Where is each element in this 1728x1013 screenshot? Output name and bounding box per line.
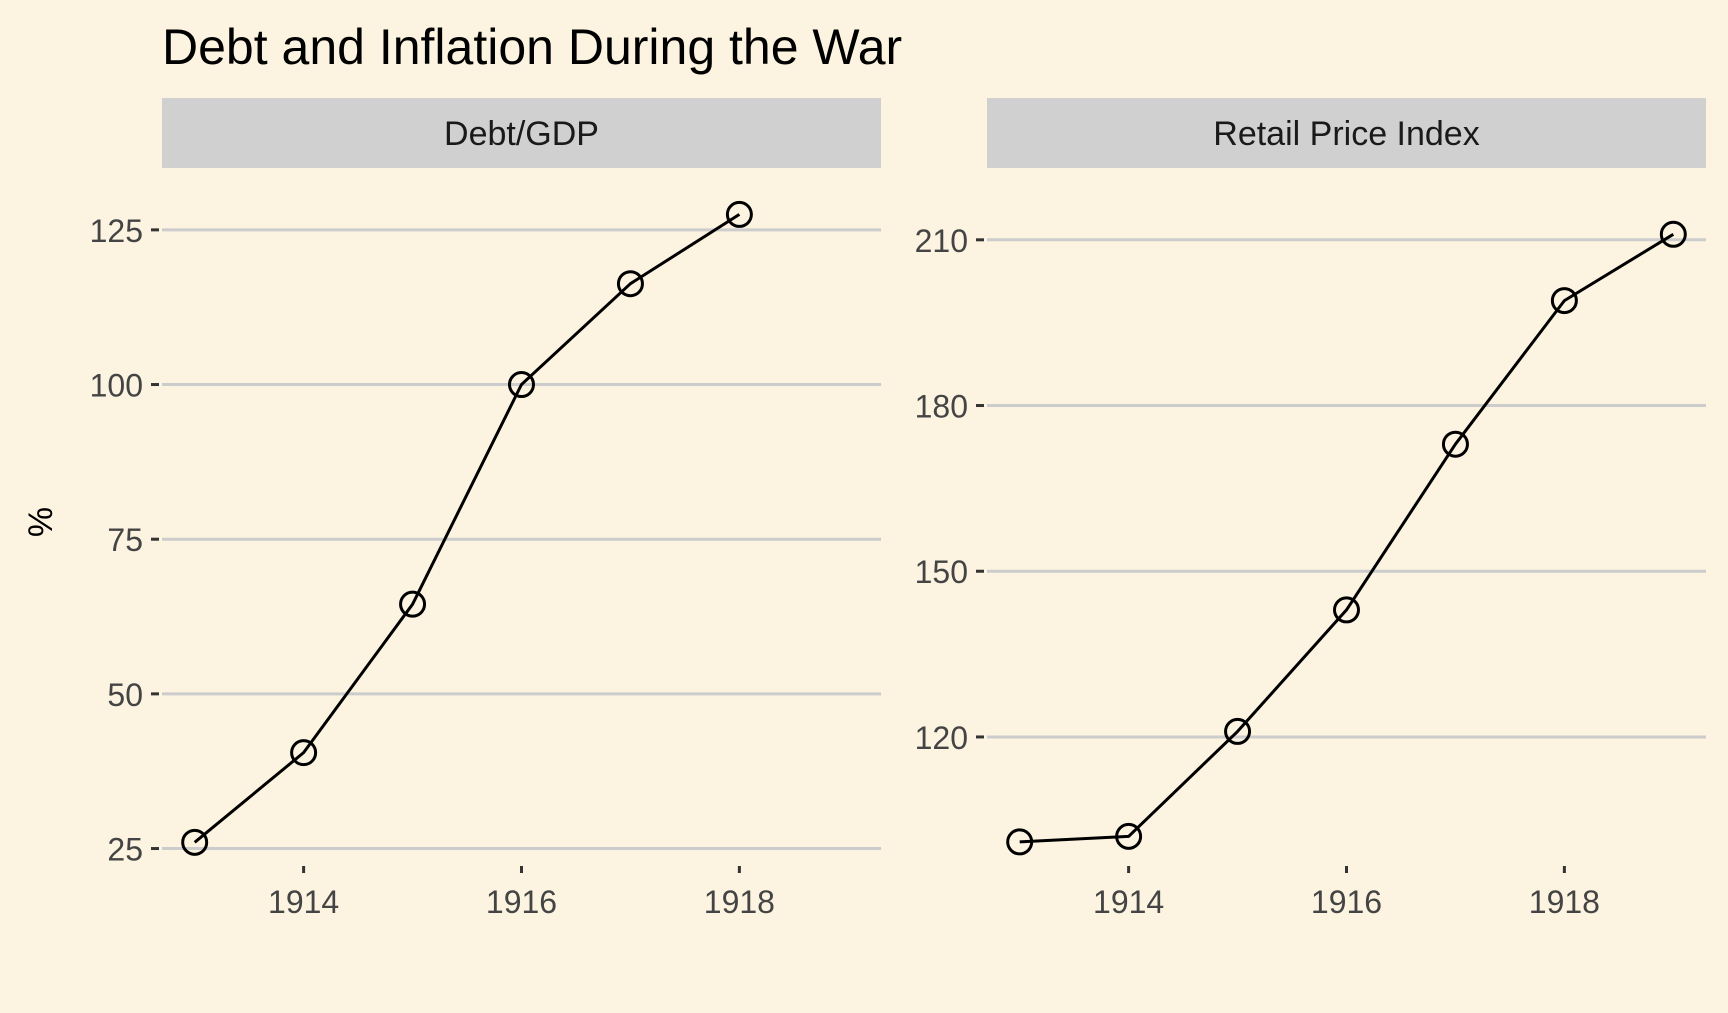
y-tick-label: 210 bbox=[915, 223, 968, 259]
data-point bbox=[290, 739, 318, 767]
y-tick-label: 180 bbox=[915, 389, 968, 425]
strip-label: Retail Price Index bbox=[1213, 115, 1479, 153]
x-tick-label: 1914 bbox=[1093, 884, 1164, 920]
y-axis-label: % bbox=[22, 507, 60, 537]
data-point bbox=[725, 200, 753, 228]
data-point bbox=[1333, 596, 1360, 624]
strip-background bbox=[987, 98, 1706, 168]
x-tick-label: 1916 bbox=[486, 884, 557, 920]
data-point bbox=[1224, 717, 1252, 745]
x-tick-label: 1916 bbox=[1311, 884, 1382, 920]
y-tick-label: 50 bbox=[107, 677, 143, 713]
data-point bbox=[399, 590, 427, 618]
series-line bbox=[193, 213, 741, 844]
y-tick-label: 125 bbox=[90, 213, 143, 249]
data-point bbox=[1441, 430, 1469, 458]
chart-title: Debt and Inflation During the War bbox=[162, 19, 902, 75]
strip-label: Debt/GDP bbox=[444, 115, 599, 153]
y-tick-label: 25 bbox=[107, 832, 143, 868]
data-point bbox=[1550, 287, 1578, 315]
series-line bbox=[1019, 233, 1675, 844]
panel-1: Debt/GDP 25 50 75 100 125 1914 1916 1918 bbox=[90, 98, 881, 920]
y-tick-label: 100 bbox=[90, 368, 143, 404]
data-point bbox=[1659, 220, 1687, 248]
data-point bbox=[1006, 828, 1034, 856]
y-tick-label: 150 bbox=[915, 554, 968, 590]
data-point bbox=[616, 270, 644, 298]
x-tick-label: 1918 bbox=[1529, 884, 1600, 920]
data-point bbox=[508, 371, 535, 399]
y-tick-label: 120 bbox=[915, 720, 968, 756]
x-tick-label: 1918 bbox=[704, 884, 775, 920]
data-point bbox=[1115, 822, 1143, 850]
x-tick-label: 1914 bbox=[268, 884, 339, 920]
panel-2: Retail Price Index 120 150 180 210 1914 1916 19… bbox=[915, 98, 1706, 920]
data-point bbox=[181, 828, 209, 856]
y-tick-label: 75 bbox=[107, 522, 143, 558]
strip-background bbox=[162, 98, 881, 168]
